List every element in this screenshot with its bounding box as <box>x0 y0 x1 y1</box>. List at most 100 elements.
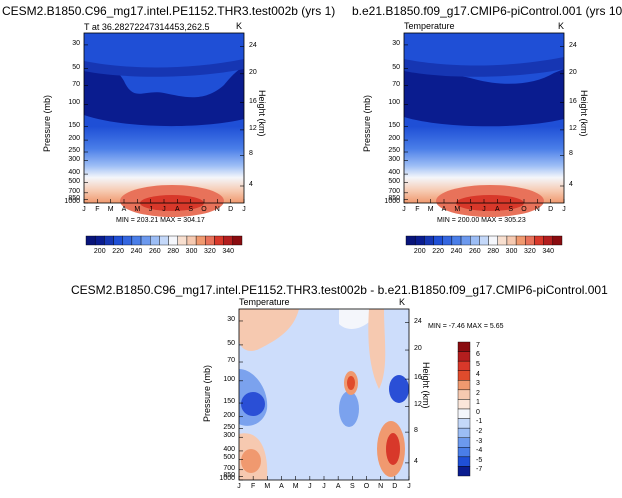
colorbar-swatch <box>457 351 471 362</box>
colorbar-label: -7 <box>476 466 483 474</box>
ytick-label: 70 <box>392 80 400 88</box>
xtick-label: S <box>349 483 355 490</box>
ytick-label: 100 <box>388 99 400 107</box>
ytick-right-label: 16 <box>249 97 257 105</box>
xtick-label: N <box>534 206 540 213</box>
ytick-right-label: 24 <box>414 317 422 325</box>
colorbar-swatch <box>457 466 471 477</box>
xtick-label: J <box>402 206 406 213</box>
ytick-label: 400 <box>388 169 400 177</box>
colorbar-swatch <box>488 235 498 246</box>
ytick-right-label: 16 <box>414 374 422 382</box>
panel3-pos-mid-core <box>347 376 355 390</box>
colorbar-swatch <box>457 437 471 448</box>
ytick-label: 700 <box>68 187 80 195</box>
colorbar-swatch <box>534 235 544 246</box>
ytick-right-label: 20 <box>569 68 577 76</box>
ytick-label: 400 <box>68 169 80 177</box>
ytick-right-label: 12 <box>249 124 257 132</box>
ytick-label: 850 <box>223 471 235 479</box>
ytick-label: 500 <box>68 177 80 185</box>
xtick-label: A <box>174 206 180 213</box>
xtick-label: J <box>242 206 246 213</box>
colorbar-swatch <box>506 235 517 246</box>
xtick-label: M <box>264 483 271 490</box>
colorbar-label: 7 <box>476 341 480 349</box>
colorbar-swatch <box>223 235 234 246</box>
panel1-cold-band <box>84 59 244 77</box>
colorbar-swatch <box>457 399 471 410</box>
colorbar-label: 260 <box>468 248 481 255</box>
panel3-title: CESM2.B1850.C96_mg17.intel.PE1152.THR3.t… <box>71 283 608 297</box>
colorbar-swatch <box>405 235 416 246</box>
ytick-right-label: 4 <box>414 457 418 465</box>
ytick-right-label: 12 <box>569 124 577 132</box>
xtick-label: O <box>201 206 207 213</box>
colorbar-swatch <box>457 447 471 458</box>
colorbar-swatch <box>457 341 471 352</box>
panel3-units: K <box>399 297 406 307</box>
colorbar-label: -4 <box>476 447 483 455</box>
colorbar-label: -2 <box>476 427 483 435</box>
xtick-label: J <box>237 483 241 490</box>
ytick-right-label: 20 <box>414 345 422 353</box>
xtick-label: A <box>494 206 500 213</box>
ytick-label: 700 <box>388 187 400 195</box>
ytick-label: 200 <box>68 135 80 143</box>
ytick-label: 850 <box>388 194 400 202</box>
colorbar-swatch <box>140 235 151 246</box>
colorbar-label: 0 <box>476 408 480 416</box>
colorbar-label: -1 <box>476 418 483 426</box>
ytick-label: 200 <box>388 135 400 143</box>
xtick-label: N <box>378 483 384 490</box>
colorbar-swatch <box>457 427 471 438</box>
colorbar-swatch <box>85 235 96 246</box>
ytick-label: 150 <box>68 121 80 129</box>
ytick-right-label: 20 <box>249 68 257 76</box>
ytick-right-label: 12 <box>414 401 422 409</box>
colorbar-label: 320 <box>524 248 536 255</box>
xtick-label: F <box>251 483 256 490</box>
colorbar-label: 260 <box>148 248 161 255</box>
panel1-minmax: MIN = 203.21 MAX = 304.17 <box>116 217 205 224</box>
panel2-units: K <box>558 21 565 31</box>
panel3-pos-upper-left <box>239 309 299 351</box>
xtick-label: D <box>392 483 398 490</box>
ytick-right-label: 8 <box>249 150 253 158</box>
panel1-heatmap <box>83 32 245 217</box>
xtick-label: J <box>482 206 486 213</box>
colorbar-swatch <box>470 235 480 246</box>
ytick-right-label: 24 <box>249 41 257 49</box>
colorbar-swatch <box>457 370 471 381</box>
panel1-units: K <box>236 21 243 31</box>
xtick-label: J <box>322 483 326 490</box>
colorbar-swatch <box>113 235 123 246</box>
panel3-heatmap <box>238 308 410 481</box>
xtick-label: M <box>454 206 461 213</box>
ytick-label: 300 <box>388 155 400 163</box>
colorbar-swatch <box>150 235 160 246</box>
ytick-label: 250 <box>68 147 80 154</box>
ytick-label: 850 <box>68 194 80 202</box>
panel2-title: b.e21.B1850.f09_g17.CMIP6-piControl.001 … <box>352 4 622 18</box>
xtick-label: F <box>95 206 100 213</box>
panel3-neg-mid <box>339 391 359 427</box>
colorbar-label: 340 <box>542 248 555 255</box>
xtick-label: M <box>107 206 114 213</box>
colorbar-label: 200 <box>93 248 106 255</box>
ytick-label: 400 <box>223 445 235 453</box>
xtick-label: A <box>279 483 284 490</box>
colorbar-swatch <box>515 235 526 246</box>
ytick-right-label: 8 <box>414 427 418 435</box>
panel2-ylabel-right: Height (km) <box>579 90 589 137</box>
colorbar-label: 320 <box>204 248 216 255</box>
colorbar-swatch <box>479 235 489 246</box>
ytick-label: 100 <box>68 99 80 107</box>
ytick-label: 30 <box>392 39 400 47</box>
xtick-label: A <box>335 483 341 490</box>
panel1-ylabel-right: Height (km) <box>257 90 267 137</box>
xtick-label: M <box>292 483 299 490</box>
colorbar-swatch <box>205 235 215 246</box>
ytick-label: 250 <box>388 147 400 154</box>
colorbar-swatch <box>433 235 443 246</box>
